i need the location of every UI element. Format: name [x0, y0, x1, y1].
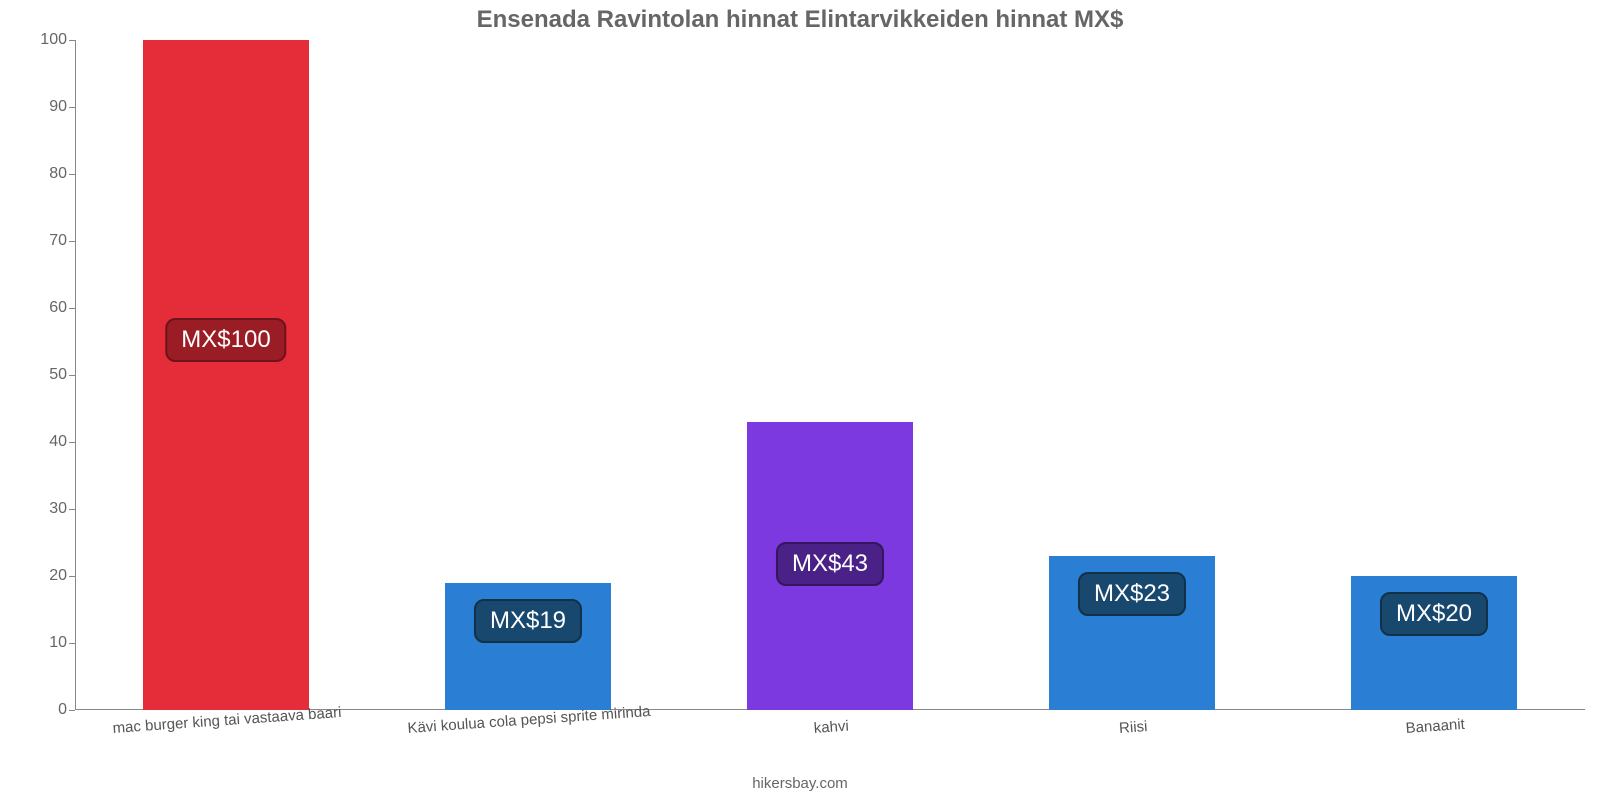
bar-slot: MX$43kahvi [679, 40, 981, 710]
bar-slot: MX$19Kävi koulua cola pepsi sprite mirin… [377, 40, 679, 710]
x-tick-label: Banaanit [1404, 706, 1465, 737]
price-bar-chart: Ensenada Ravintolan hinnat Elintarvikkei… [0, 0, 1600, 800]
bars-container: MX$100mac burger king tai vastaava baari… [75, 40, 1585, 710]
y-tick-mark [69, 375, 75, 376]
attribution-text: hikersbay.com [0, 775, 1600, 792]
y-tick-mark [69, 241, 75, 242]
value-badge: MX$43 [776, 542, 884, 586]
y-tick-mark [69, 643, 75, 644]
y-tick-mark [69, 308, 75, 309]
y-tick-mark [69, 442, 75, 443]
chart-title: Ensenada Ravintolan hinnat Elintarvikkei… [0, 6, 1600, 34]
y-tick-mark [69, 40, 75, 41]
value-badge: MX$19 [474, 599, 582, 643]
bar-slot: MX$20Banaanit [1283, 40, 1585, 710]
y-tick-mark [69, 174, 75, 175]
value-badge: MX$100 [165, 318, 286, 362]
plot-area: MX$100mac burger king tai vastaava baari… [75, 40, 1585, 710]
bar-slot: MX$100mac burger king tai vastaava baari [75, 40, 377, 710]
y-tick-mark [69, 576, 75, 577]
bar-slot: MX$23Riisi [981, 40, 1283, 710]
y-tick-mark [69, 509, 75, 510]
y-tick-mark [69, 107, 75, 108]
x-tick-label: Riisi [1118, 708, 1148, 737]
value-badge: MX$23 [1078, 572, 1186, 616]
x-tick-label: kahvi [812, 708, 849, 737]
y-tick-mark [69, 710, 75, 711]
value-badge: MX$20 [1380, 592, 1488, 636]
bar [143, 40, 309, 710]
